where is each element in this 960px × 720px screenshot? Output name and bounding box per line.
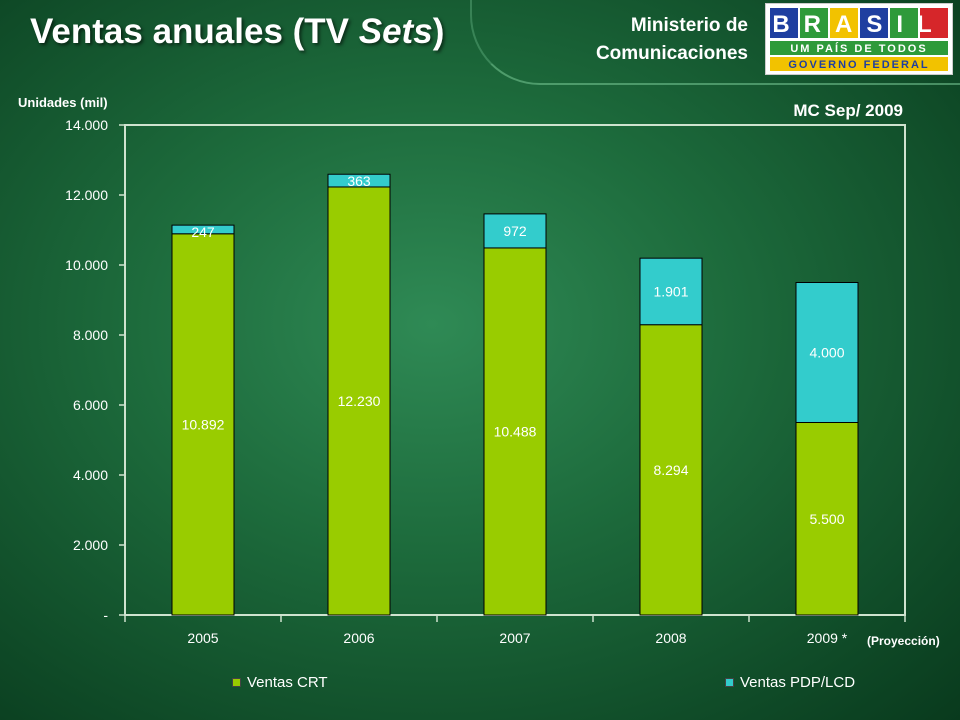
y-tick-label: 12.000 (65, 187, 108, 203)
title-text: Ventas anuales (TV (30, 12, 359, 51)
bar-crt (795, 422, 859, 616)
bar-crt (171, 233, 235, 616)
legend-item-lcd: Ventas PDP/LCD (725, 674, 855, 691)
brasil-logo: BRASIL UM PAÍS DE TODOS GOVERNO FEDERAL (765, 3, 953, 75)
legend-item-crt: Ventas CRT (232, 674, 328, 691)
data-label-pdp-lcd: 972 (503, 223, 527, 239)
y-tick-label: 10.000 (65, 257, 108, 273)
legend-swatch-lcd (725, 678, 734, 687)
bar-pdp-lcd (795, 282, 859, 423)
logo-subtitle: GOVERNO FEDERAL (788, 59, 929, 71)
logo-slogan: UM PAÍS DE TODOS (790, 42, 927, 55)
bar-pdp-lcd (483, 213, 547, 249)
data-label-pdp-lcd: 247 (191, 224, 215, 240)
data-label-pdp-lcd: 363 (347, 173, 371, 189)
bar-pdp-lcd (327, 173, 391, 188)
data-label-pdp-lcd: 4.000 (809, 345, 844, 361)
x-tick-label: 2009 * (807, 630, 848, 646)
y-tick-label: 6.000 (73, 397, 108, 413)
legend-label-crt: Ventas CRT (247, 674, 328, 691)
bar-pdp-lcd (171, 224, 235, 235)
x-tick-label: 2007 (499, 630, 530, 646)
title-end-text: ) (432, 12, 445, 51)
y-tick-label: 2.000 (73, 537, 108, 553)
legend-swatch-crt (232, 678, 241, 687)
source-label: MC Sep/ 2009 (793, 101, 903, 120)
ministry-line-1: Ministerio de (630, 15, 748, 36)
y-tick-label: 8.000 (73, 327, 108, 343)
data-label-crt: 12.230 (338, 393, 381, 409)
data-label-crt: 5.500 (809, 511, 844, 527)
projection-note: (Proyección) (867, 634, 940, 648)
title-italic-text: Sets (358, 12, 433, 51)
bar-crt (327, 186, 391, 616)
ministry-name: Ministerio de Comunicaciones (488, 12, 748, 68)
x-tick-label: 2005 (187, 630, 218, 646)
bar-crt (639, 324, 703, 616)
page-title: Ventas anuales (TV Sets) (30, 12, 444, 52)
data-label-pdp-lcd: 1.901 (653, 283, 688, 299)
data-label-crt: 10.488 (494, 423, 537, 439)
data-label-crt: 10.892 (182, 416, 225, 432)
y-tick-label: 14.000 (65, 117, 108, 133)
x-tick-label: 2006 (343, 630, 374, 646)
y-tick-label: - (103, 607, 108, 623)
x-tick-label: 2008 (655, 630, 686, 646)
bar-crt (483, 247, 547, 616)
legend-label-lcd: Ventas PDP/LCD (740, 674, 856, 691)
logo-word: BRASIL (772, 11, 945, 38)
data-label-crt: 8.294 (653, 462, 688, 478)
y-axis-label: Unidades (mil) (18, 95, 108, 110)
bar-pdp-lcd (639, 257, 703, 326)
ministry-line-2: Comunicaciones (595, 43, 748, 64)
y-tick-label: 4.000 (73, 467, 108, 483)
